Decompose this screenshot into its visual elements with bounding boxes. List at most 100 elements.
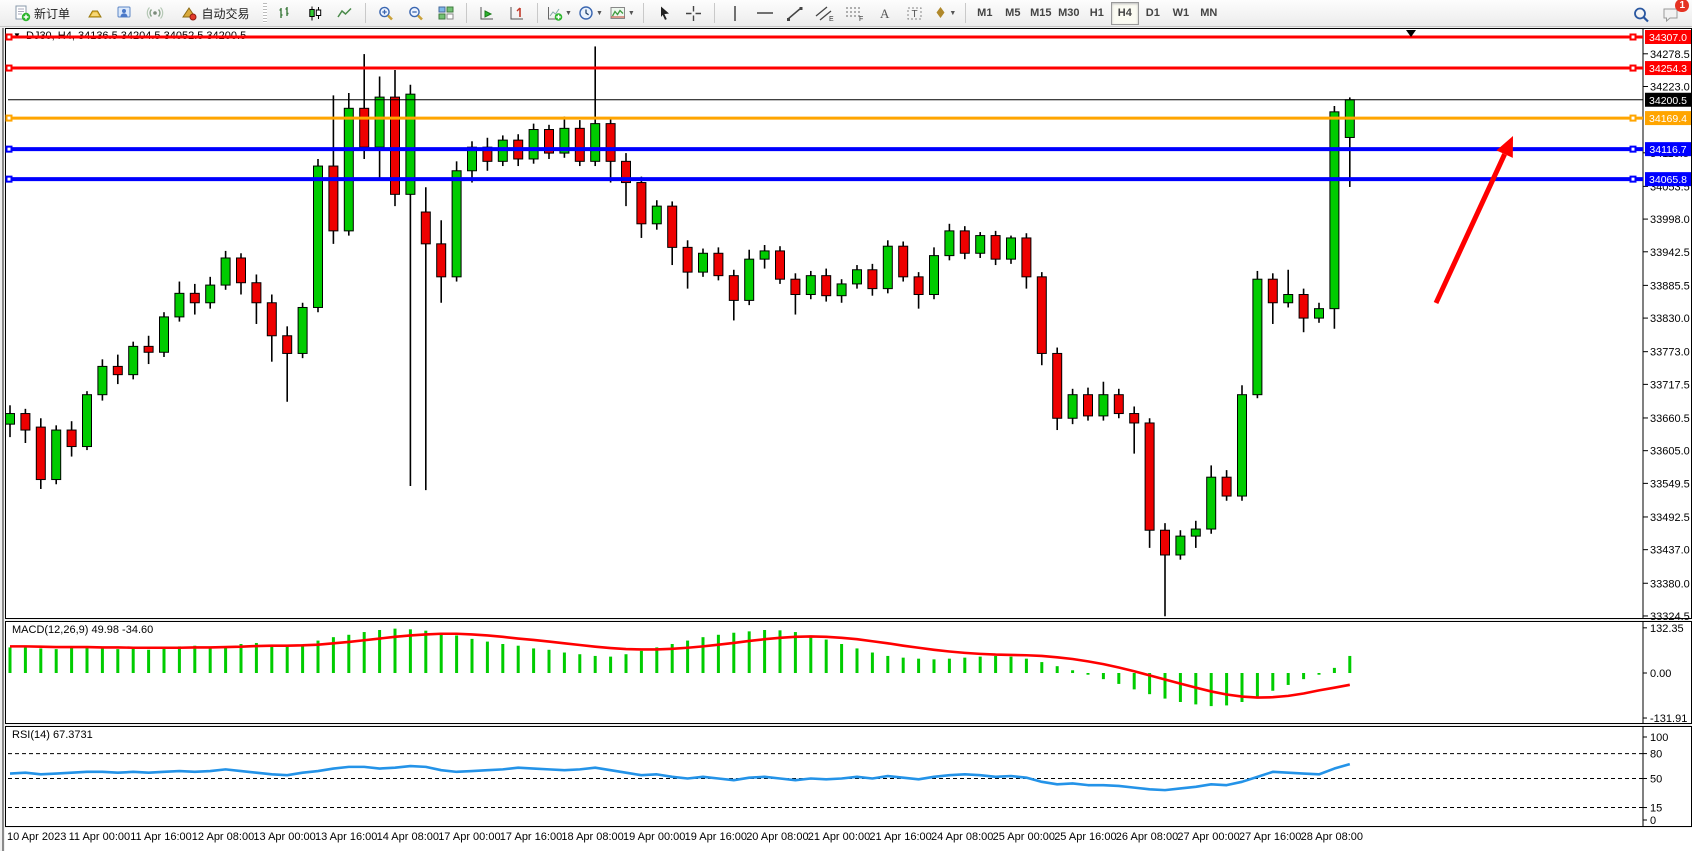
zoom-out-icon bbox=[409, 6, 423, 20]
crosshair-icon bbox=[686, 5, 702, 21]
timeframe-w1-button[interactable]: W1 bbox=[1172, 7, 1190, 19]
time-axis-label: 17 Apr 00:00 bbox=[438, 831, 501, 843]
bar-chart-button[interactable] bbox=[270, 1, 300, 26]
time-axis-label: 19 Apr 00:00 bbox=[623, 831, 686, 843]
macd-indicator-label: MACD(12,26,9) 49.98 -34.60 bbox=[12, 624, 154, 636]
time-axis-label: 11 Apr 00:00 bbox=[68, 831, 131, 843]
price-axis[interactable] bbox=[1644, 28, 1692, 827]
timeframe-d1-button[interactable]: D1 bbox=[1145, 7, 1160, 19]
zoom-in-icon bbox=[379, 6, 393, 20]
chart-shift-button[interactable] bbox=[502, 1, 532, 26]
gold-button[interactable] bbox=[80, 1, 110, 26]
accounts-icon bbox=[117, 6, 131, 18]
timeframe-h1-button[interactable]: H1 bbox=[1089, 7, 1104, 19]
notifications-button[interactable]: 1 bbox=[1656, 0, 1689, 27]
templates-icon bbox=[610, 6, 625, 19]
chevron-down-icon: ▼ bbox=[595, 9, 603, 17]
auto-trading-button[interactable]: 自动交易 bbox=[170, 1, 260, 26]
text-button[interactable]: A bbox=[870, 1, 900, 26]
time-axis-label: 28 Apr 08:00 bbox=[1300, 831, 1363, 843]
timeframe-m15-button[interactable]: M15 bbox=[1030, 7, 1052, 19]
tile-windows-icon bbox=[438, 6, 454, 20]
periods-icon bbox=[579, 5, 593, 20]
time-axis-label: 14 Apr 08:00 bbox=[376, 831, 439, 843]
auto-scroll-icon bbox=[480, 6, 493, 19]
new-order-icon bbox=[15, 5, 31, 21]
horizontal-line-button[interactable] bbox=[750, 1, 780, 26]
macd-panel[interactable] bbox=[5, 621, 1692, 724]
toolbar-separator bbox=[365, 3, 366, 23]
time-axis-label: 10 Apr 2023 bbox=[7, 831, 67, 843]
new-chart-button[interactable]: ▼ bbox=[543, 1, 575, 26]
broadcast-icon bbox=[146, 7, 164, 19]
svg-text:T: T bbox=[911, 9, 917, 20]
zoom-out-button[interactable] bbox=[401, 1, 431, 26]
accounts-button[interactable] bbox=[110, 1, 140, 26]
toolbar-separator bbox=[466, 3, 467, 23]
time-axis-label: 20 Apr 08:00 bbox=[746, 831, 809, 843]
timeframe-mn-button[interactable]: MN bbox=[1200, 7, 1218, 19]
text-label-icon: T bbox=[907, 7, 922, 20]
time-axis-label: 24 Apr 08:00 bbox=[931, 831, 994, 843]
bar-chart-icon bbox=[279, 6, 289, 18]
time-axis-label: 17 Apr 16:00 bbox=[499, 831, 563, 843]
search-button[interactable] bbox=[1626, 2, 1656, 27]
time-axis-label: 25 Apr 00:00 bbox=[992, 831, 1055, 843]
text-icon: A bbox=[880, 6, 890, 21]
broadcast-button[interactable] bbox=[140, 1, 170, 26]
auto-scroll-button[interactable] bbox=[472, 1, 502, 26]
rsi-indicator-label: RSI(14) 67.3731 bbox=[12, 729, 93, 741]
cursor-button[interactable] bbox=[649, 1, 679, 26]
gold-icon bbox=[88, 10, 102, 18]
vertical-line-button[interactable] bbox=[720, 1, 750, 26]
candlestick-button[interactable] bbox=[300, 1, 330, 26]
search-icon bbox=[1633, 7, 1649, 22]
cursor-icon bbox=[660, 6, 669, 20]
chevron-down-icon: ▼ bbox=[949, 9, 957, 17]
trendline-icon bbox=[786, 6, 803, 21]
crosshair-button[interactable] bbox=[679, 1, 709, 26]
time-axis-label: 13 Apr 00:00 bbox=[253, 831, 316, 843]
line-chart-button[interactable] bbox=[330, 1, 360, 26]
new-chart-icon bbox=[548, 6, 563, 21]
chevron-down-icon: ▼ bbox=[627, 9, 635, 17]
time-axis-label: 21 Apr 16:00 bbox=[869, 831, 932, 843]
svg-text:E: E bbox=[829, 16, 834, 22]
svg-text:A: A bbox=[880, 6, 890, 21]
fibonacci-button[interactable]: F bbox=[840, 1, 870, 26]
time-axis-label: 25 Apr 16:00 bbox=[1054, 831, 1117, 843]
zoom-in-button[interactable] bbox=[371, 1, 401, 26]
time-axis-label: 27 Apr 16:00 bbox=[1239, 831, 1302, 843]
vertical-line-icon bbox=[734, 5, 736, 21]
main-chart-panel[interactable] bbox=[5, 28, 1692, 619]
periods-button[interactable]: ▼ bbox=[575, 1, 606, 26]
timeframe-m30-button[interactable]: M30 bbox=[1058, 7, 1080, 19]
templates-button[interactable]: ▼ bbox=[606, 1, 638, 26]
new-order-button[interactable]: 新订单 bbox=[4, 1, 80, 26]
time-axis[interactable]: 10 Apr 2023 11 Apr 00:00 11 Apr 16:00 12 Ap… bbox=[5, 828, 1692, 851]
chart-shift-icon bbox=[510, 6, 523, 19]
chart-title: DJ30, H4, 34136.5 34204.5 34052.5 34200.… bbox=[26, 30, 247, 42]
svg-text:F: F bbox=[859, 16, 863, 22]
timeframe-m1-button[interactable]: M1 bbox=[977, 7, 993, 19]
trendline-button[interactable] bbox=[780, 1, 810, 26]
arrows-icon bbox=[936, 7, 945, 18]
time-axis-label: 18 Apr 08:00 bbox=[561, 831, 624, 843]
time-axis-label: 19 Apr 16:00 bbox=[684, 831, 747, 843]
timeframe-m5-button[interactable]: M5 bbox=[1005, 7, 1021, 19]
candlestick-icon bbox=[309, 6, 322, 20]
toolbar-separator bbox=[713, 3, 715, 23]
text-label-button[interactable]: T bbox=[900, 1, 930, 26]
rsi-panel[interactable] bbox=[5, 726, 1692, 827]
window-left-border bbox=[2, 28, 4, 851]
time-axis-label: 11 Apr 16:00 bbox=[130, 831, 192, 843]
auto-trading-label: 自动交易 bbox=[201, 6, 250, 21]
toolbar-separator bbox=[964, 3, 966, 23]
tile-windows-button[interactable] bbox=[431, 1, 461, 26]
arrows-button[interactable]: ▼ bbox=[930, 1, 960, 26]
toolbar: 新订单 自动交易 ▼ ▼ ▼ E F A T ▼ bbox=[0, 0, 1692, 27]
timeframe-h4-button[interactable]: H4 bbox=[1110, 1, 1139, 25]
channel-button[interactable]: E bbox=[810, 1, 840, 26]
time-axis-label: 27 Apr 00:00 bbox=[1177, 831, 1240, 843]
fibonacci-icon: F bbox=[845, 7, 863, 22]
